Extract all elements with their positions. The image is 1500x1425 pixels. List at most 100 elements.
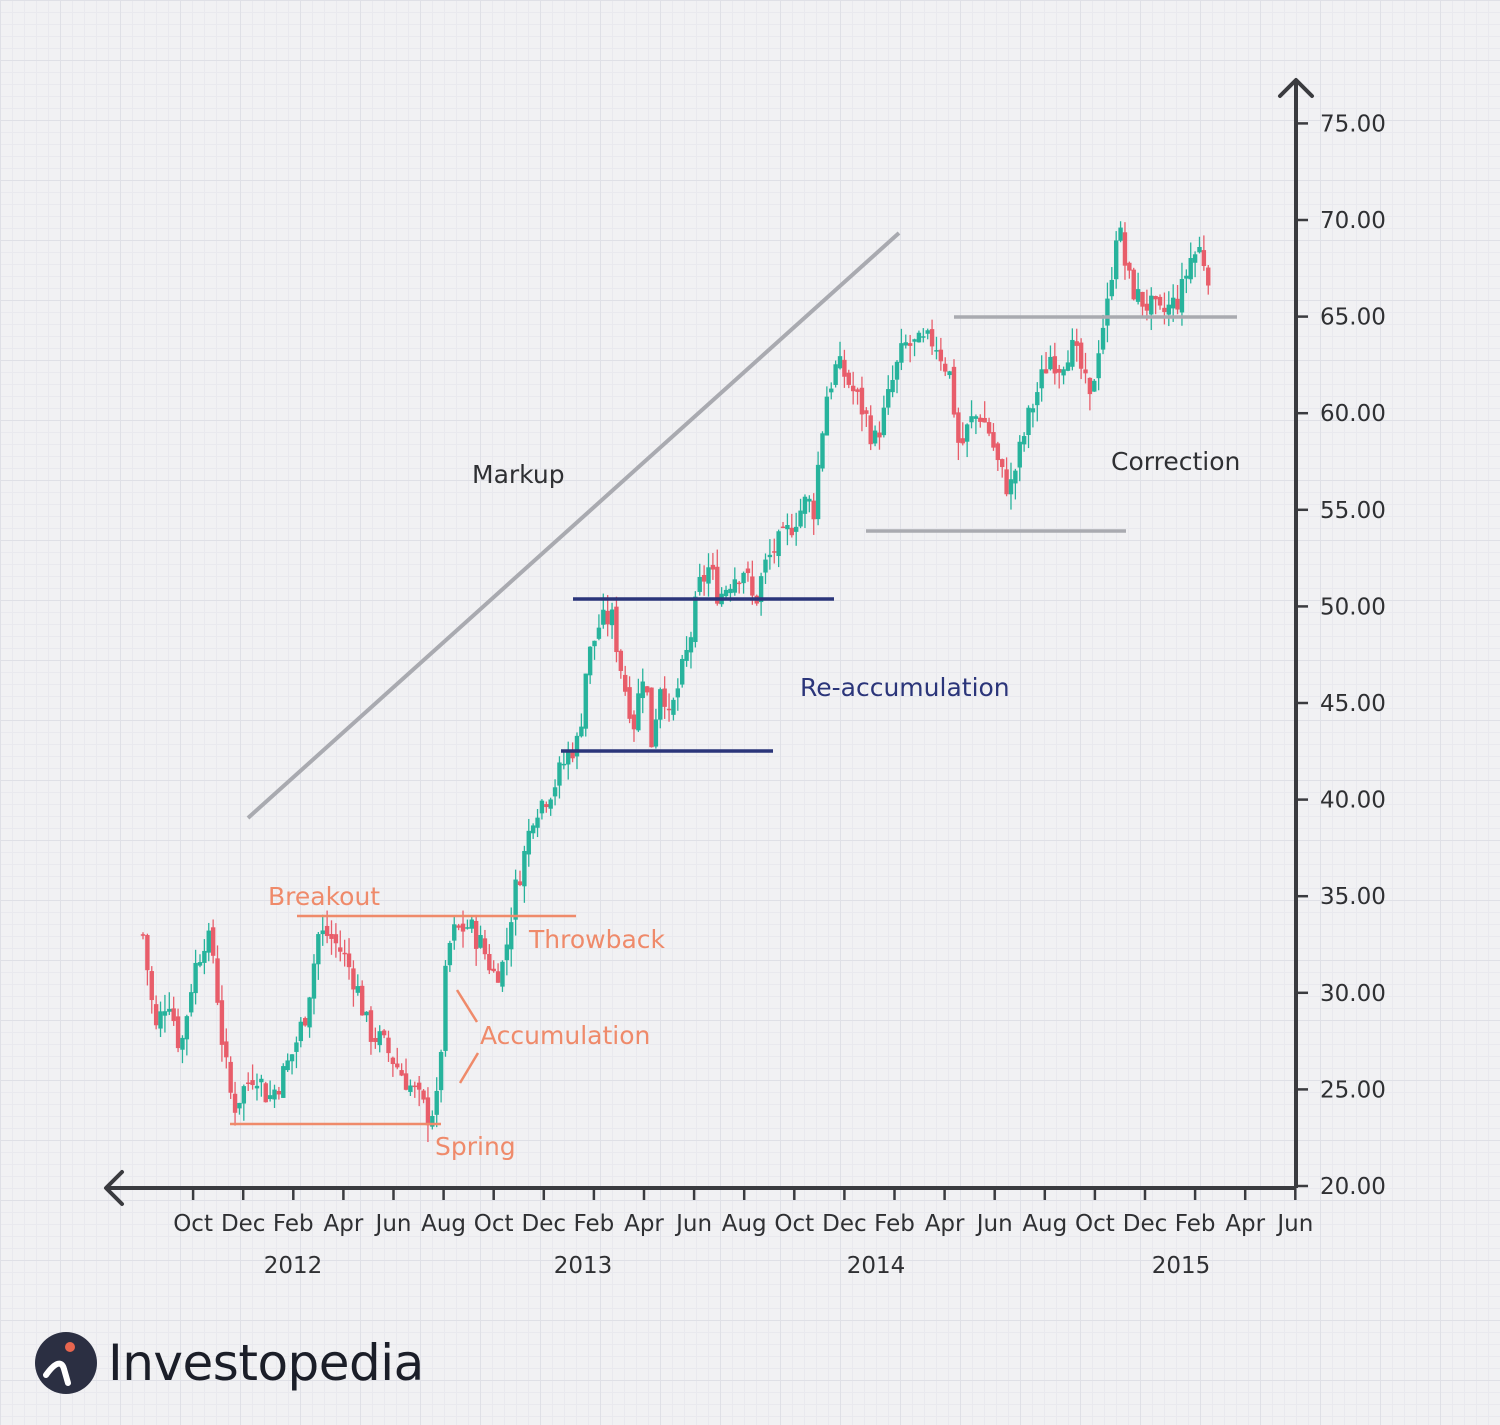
candle-body	[693, 596, 698, 643]
candle-body	[697, 576, 702, 592]
candle-body	[364, 1011, 369, 1016]
reaccumulation-label: Re-accumulation	[800, 673, 1010, 702]
candle-body	[460, 923, 466, 932]
candle-body	[574, 735, 580, 757]
candle-body	[140, 934, 146, 936]
candle-body	[1039, 369, 1044, 389]
candle-body	[736, 582, 742, 585]
x-tick-label: Feb	[574, 1211, 615, 1237]
candle-body	[351, 968, 356, 990]
candle-body	[513, 879, 518, 920]
candle-body	[276, 1090, 282, 1095]
x-tick-label: Apr	[925, 1211, 965, 1237]
candle-body	[544, 804, 549, 808]
candle-body	[592, 640, 597, 647]
candle-body	[1206, 267, 1211, 286]
x-tick-label: Aug	[722, 1211, 767, 1237]
investopedia-logo-icon	[35, 1332, 97, 1394]
candle-body	[307, 997, 312, 1028]
candle-body	[649, 687, 654, 748]
candle-body	[425, 1097, 431, 1126]
candle-body	[982, 417, 987, 423]
candle-body	[837, 356, 843, 369]
candle-body	[960, 438, 965, 444]
candle-body	[1070, 339, 1075, 367]
candle-body	[666, 708, 672, 711]
candle-body	[491, 968, 496, 972]
candle-body	[561, 763, 567, 766]
candle-body	[289, 1054, 295, 1062]
candle-body	[903, 342, 908, 346]
candle-body	[605, 610, 610, 625]
candle-body	[640, 681, 645, 699]
candle-body	[596, 627, 602, 639]
candle-body	[162, 1011, 168, 1016]
candle-body	[570, 749, 575, 759]
candle-body	[793, 526, 799, 532]
candle-body	[145, 935, 150, 971]
candle-body	[1021, 436, 1027, 445]
x-axis-arrow-icon	[104, 1170, 124, 1206]
y-tick-label: 20.00	[1320, 1174, 1386, 1200]
candle-body	[601, 609, 606, 625]
candle-body	[583, 673, 588, 729]
candle-body	[149, 971, 154, 1001]
candle-body	[623, 674, 628, 692]
candle-body	[864, 410, 869, 414]
candle-body	[403, 1073, 409, 1090]
candle-body	[228, 1061, 233, 1093]
candle-body	[951, 366, 957, 415]
candle-body	[658, 689, 663, 720]
year-label: 2015	[1152, 1253, 1211, 1279]
candle-body	[662, 688, 667, 707]
candle-body	[1122, 232, 1128, 266]
candle-body	[579, 726, 584, 737]
candle-body	[399, 1070, 404, 1076]
candle-body	[171, 1008, 176, 1022]
candle-body	[548, 799, 553, 809]
y-tick-label: 50.00	[1320, 594, 1386, 620]
y-tick-label: 75.00	[1320, 111, 1386, 137]
year-label: 2012	[264, 1253, 323, 1279]
candle-body	[1061, 369, 1066, 376]
brand-name: Investopedia	[108, 1334, 424, 1392]
candle-body	[189, 992, 194, 1013]
candle-body	[877, 432, 882, 438]
candle-body	[732, 579, 738, 593]
candle-body	[587, 646, 593, 676]
candle-body	[311, 963, 317, 999]
candle-body	[224, 1041, 229, 1058]
candle-body	[302, 1018, 308, 1026]
candle-body	[969, 416, 974, 423]
y-axis-arrow-icon	[1278, 78, 1314, 98]
candle-body	[1127, 262, 1132, 271]
candle-body	[465, 927, 470, 929]
candle-body	[232, 1093, 238, 1113]
candle-body	[320, 930, 325, 935]
candle-body	[259, 1078, 264, 1083]
candle-body	[175, 1016, 181, 1049]
candle-body	[500, 961, 505, 987]
candle-body	[938, 349, 944, 362]
candle-body	[184, 1016, 190, 1040]
candle-body	[566, 749, 571, 765]
x-tick-label: Apr	[324, 1211, 364, 1237]
candle-body	[294, 1042, 299, 1052]
candle-body	[373, 1037, 378, 1043]
candle-body	[916, 332, 922, 343]
candle-body	[618, 650, 624, 671]
candle-body	[377, 1031, 382, 1046]
markup-trend-line	[246, 231, 901, 820]
candle-body	[780, 526, 786, 529]
candle-body	[478, 935, 483, 948]
candle-body	[1179, 279, 1185, 313]
x-tick-label: Aug	[1022, 1211, 1067, 1237]
candle-body	[947, 371, 952, 376]
x-tick-label: Dec	[822, 1211, 867, 1237]
candle-body	[281, 1066, 286, 1098]
candle-body	[776, 531, 781, 557]
candle-body	[1008, 479, 1014, 495]
candle-body	[767, 554, 773, 558]
year-label: 2014	[847, 1253, 906, 1279]
